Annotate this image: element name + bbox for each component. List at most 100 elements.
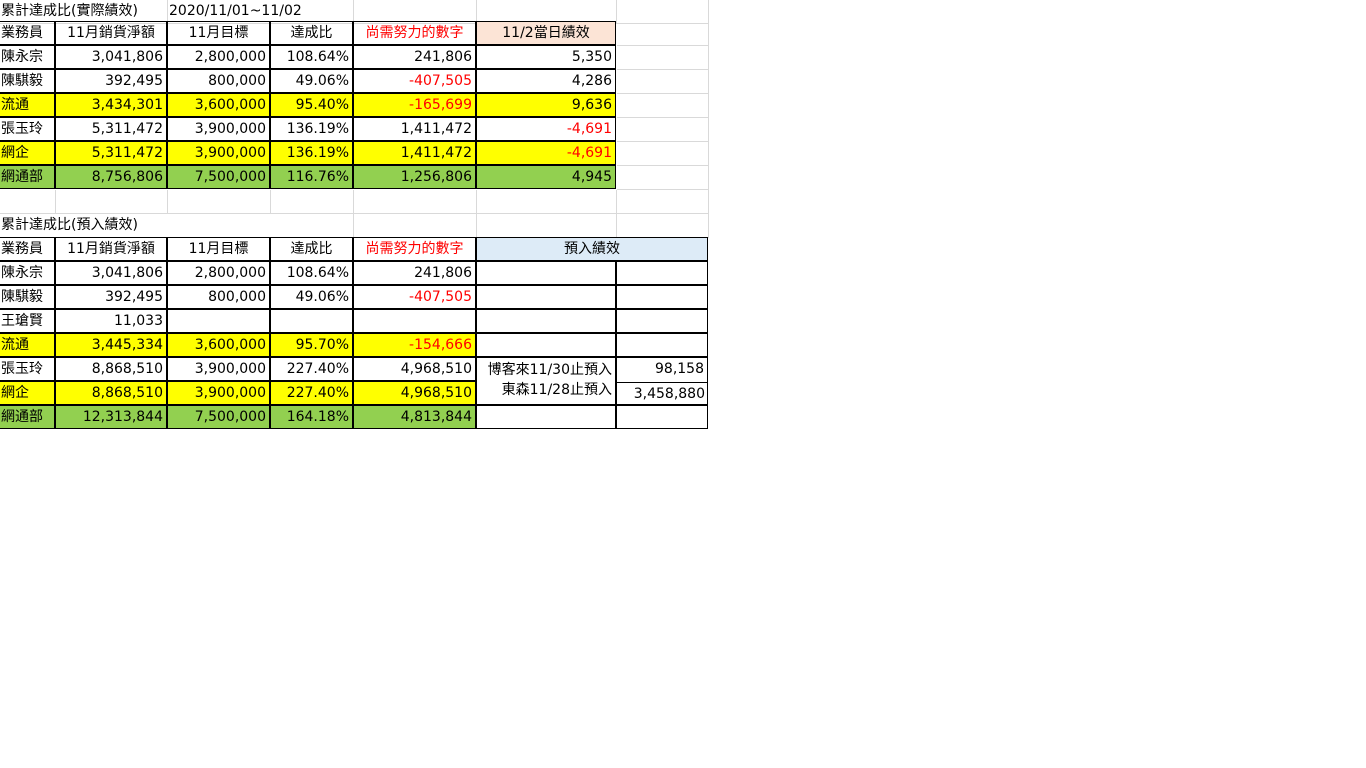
t2-header-preentry[interactable]: 預入績效 [476,237,708,261]
t1-cell-achievement[interactable]: 116.76% [270,165,353,189]
t1-cell-remaining[interactable]: 1,411,472 [353,141,476,165]
t2-cell-net-sales[interactable]: 8,868,510 [55,381,167,405]
t1-cell-remaining[interactable]: -407,505 [353,69,476,93]
t2-cell-achievement[interactable]: 227.40% [270,381,353,405]
t1-header-achievement[interactable]: 達成比 [270,21,353,45]
t2-header-salesperson[interactable]: 業務員 [0,237,55,261]
t2-header-achievement[interactable]: 達成比 [270,237,353,261]
t2-preentry-value-block[interactable]: 98,158 3,458,880 [616,357,708,405]
t1-cell-daily[interactable]: 4,945 [476,165,616,189]
t2-cell-remaining[interactable]: -407,505 [353,285,476,309]
t1-cell-net-sales[interactable]: 5,311,472 [55,141,167,165]
t1-cell-net-sales[interactable]: 5,311,472 [55,117,167,141]
t2-preentry-label-cell[interactable] [476,333,616,357]
t1-cell-net-sales[interactable]: 3,434,301 [55,93,167,117]
t2-preentry-value-cell[interactable] [616,309,708,333]
t2-cell-remaining[interactable] [353,309,476,333]
t1-cell-daily[interactable]: 9,636 [476,93,616,117]
t2-preentry-label-cell[interactable] [476,261,616,285]
t2-cell-remaining[interactable]: 4,968,510 [353,381,476,405]
t1-cell-achievement[interactable]: 136.19% [270,141,353,165]
t2-cell-target[interactable]: 800,000 [167,285,270,309]
t1-cell-target[interactable]: 7,500,000 [167,165,270,189]
table1-date-range[interactable]: 2020/11/01~11/02 [168,0,354,24]
t1-cell-net-sales[interactable]: 8,756,806 [55,165,167,189]
t1-cell-name[interactable]: 網通部 [0,165,55,189]
t1-cell-name[interactable]: 陳永宗 [0,45,55,69]
t2-cell-name[interactable]: 網通部 [0,405,55,429]
t1-cell-name[interactable]: 網企 [0,141,55,165]
t1-cell-daily[interactable]: 4,286 [476,69,616,93]
t2-header-net-sales[interactable]: 11月銷貨淨額 [55,237,167,261]
t2-cell-name[interactable]: 網企 [0,381,55,405]
t1-cell-target[interactable]: 800,000 [167,69,270,93]
t2-cell-net-sales[interactable]: 3,445,334 [55,333,167,357]
t2-cell-remaining[interactable]: 241,806 [353,261,476,285]
empty-cell[interactable] [617,94,709,118]
t1-cell-name[interactable]: 陳騏毅 [0,69,55,93]
empty-cell[interactable] [477,190,617,214]
empty-cell[interactable] [617,214,709,238]
empty-cell[interactable] [617,46,709,70]
t2-cell-target[interactable]: 3,900,000 [167,381,270,405]
t2-cell-target[interactable]: 3,900,000 [167,357,270,381]
t1-cell-achievement[interactable]: 49.06% [270,69,353,93]
t1-header-daily[interactable]: 11/2當日績效 [476,21,616,45]
t1-cell-remaining[interactable]: 1,411,472 [353,117,476,141]
t2-cell-achievement[interactable]: 95.70% [270,333,353,357]
empty-cell[interactable] [617,118,709,142]
t2-cell-remaining[interactable]: 4,968,510 [353,357,476,381]
t1-header-remaining[interactable]: 尚需努力的數字 [353,21,476,45]
t1-header-target[interactable]: 11月目標 [167,21,270,45]
t2-cell-target[interactable]: 2,800,000 [167,261,270,285]
t2-cell-name[interactable]: 王瑲賢 [0,309,55,333]
empty-cell[interactable] [617,190,709,214]
empty-cell[interactable] [0,190,56,214]
table1-title[interactable]: 累計達成比(實際績效) [0,0,168,24]
t2-cell-name[interactable]: 流通 [0,333,55,357]
t2-preentry-value-cell[interactable] [616,285,708,309]
t1-header-net-sales[interactable]: 11月銷貨淨額 [55,21,167,45]
t2-cell-target[interactable] [167,309,270,333]
empty-cell[interactable] [354,0,477,24]
t2-cell-target[interactable]: 3,600,000 [167,333,270,357]
t1-cell-achievement[interactable]: 136.19% [270,117,353,141]
empty-cell[interactable] [617,0,709,24]
empty-cell[interactable] [617,166,709,190]
t1-header-salesperson[interactable]: 業務員 [0,21,55,45]
t2-cell-name[interactable]: 陳永宗 [0,261,55,285]
t1-cell-name[interactable]: 張玉玲 [0,117,55,141]
empty-cell[interactable] [617,70,709,94]
t2-cell-achievement[interactable]: 227.40% [270,357,353,381]
t1-cell-name[interactable]: 流通 [0,93,55,117]
t1-cell-remaining[interactable]: 1,256,806 [353,165,476,189]
t2-cell-achievement[interactable]: 108.64% [270,261,353,285]
t1-cell-remaining[interactable]: 241,806 [353,45,476,69]
empty-cell[interactable] [617,22,709,46]
t2-header-remaining[interactable]: 尚需努力的數字 [353,237,476,261]
t2-preentry-value-cell[interactable] [616,333,708,357]
t2-cell-name[interactable]: 張玉玲 [0,357,55,381]
t2-cell-remaining[interactable]: 4,813,844 [353,405,476,429]
t2-cell-remaining[interactable]: -154,666 [353,333,476,357]
t1-cell-target[interactable]: 2,800,000 [167,45,270,69]
t2-cell-net-sales[interactable]: 8,868,510 [55,357,167,381]
t2-preentry-value-cell[interactable] [616,405,708,429]
t1-cell-achievement[interactable]: 95.40% [270,93,353,117]
t2-cell-net-sales[interactable]: 11,033 [55,309,167,333]
t2-preentry-label-block[interactable]: 博客來11/30止預入 東森11/28止預入 [476,357,616,405]
empty-cell[interactable] [477,214,617,238]
t2-preentry-label-cell[interactable] [476,405,616,429]
t2-cell-name[interactable]: 陳騏毅 [0,285,55,309]
empty-cell[interactable] [617,142,709,166]
empty-cell[interactable] [354,190,477,214]
t1-cell-net-sales[interactable]: 392,495 [55,69,167,93]
table2-title[interactable]: 累計達成比(預入績效) [0,214,354,238]
t1-cell-target[interactable]: 3,900,000 [167,117,270,141]
t2-cell-target[interactable]: 7,500,000 [167,405,270,429]
t1-cell-remaining[interactable]: -165,699 [353,93,476,117]
t1-cell-daily[interactable]: 5,350 [476,45,616,69]
empty-cell[interactable] [271,190,354,214]
t1-cell-target[interactable]: 3,600,000 [167,93,270,117]
t2-cell-net-sales[interactable]: 12,313,844 [55,405,167,429]
